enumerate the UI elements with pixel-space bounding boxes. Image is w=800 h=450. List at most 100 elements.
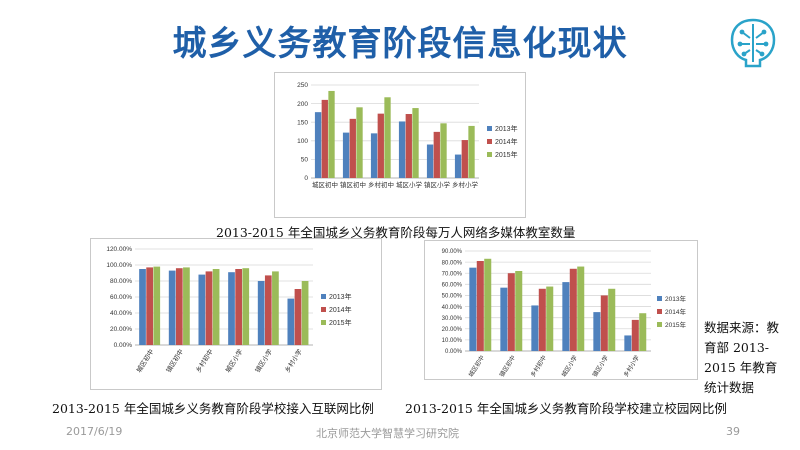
x-tick-label: 镇区初中 — [498, 354, 518, 379]
page-title: 城乡义务教育阶段信息化现状 — [172, 24, 628, 64]
bar — [593, 312, 601, 351]
bar — [569, 268, 577, 351]
y-tick-label: 60.00% — [442, 283, 463, 289]
y-tick-label: 50 — [301, 157, 309, 164]
legend-swatch — [321, 307, 326, 312]
bar — [342, 132, 350, 178]
bar — [500, 287, 508, 351]
bar — [412, 108, 419, 178]
bar — [257, 281, 265, 345]
x-tick-label: 镇区初中 — [164, 347, 185, 374]
y-tick-label: 20.00% — [442, 327, 463, 333]
bar — [600, 295, 608, 351]
x-tick-label: 乡村小学 — [622, 354, 642, 379]
legend-swatch — [487, 126, 492, 131]
chart-multimedia-classrooms: 0 50 100 150 200 250 城区初中 镇区初中 乡村初中 城区小学 镇区小学 乡村小学 2… — [274, 72, 526, 218]
legend-label: 2015年 — [495, 150, 518, 159]
bar — [515, 271, 523, 351]
y-tick-label: 50.00% — [442, 294, 463, 300]
y-tick-label: 40.00% — [110, 310, 132, 317]
y-tick-label: 250 — [297, 82, 308, 89]
bar — [168, 270, 176, 345]
y-tick-label: 30.00% — [442, 316, 463, 322]
x-tick-label: 城区初中 — [312, 180, 338, 189]
y-tick-label: 10.00% — [442, 338, 463, 344]
bar — [608, 288, 616, 351]
bar — [175, 268, 183, 345]
bar — [398, 121, 406, 178]
x-tick-label: 镇区小学 — [591, 354, 611, 379]
bar — [531, 305, 539, 351]
bar — [212, 269, 220, 345]
legend-label: 2014年 — [329, 305, 352, 314]
caption-left: 2013-2015 年全国城乡义务教育阶段学校接入互联网比例 — [52, 401, 374, 416]
caption-right: 2013-2015 年全国城乡义务教育阶段学校建立校园网比例 — [405, 401, 727, 416]
x-tick-label: 镇区小学 — [253, 347, 275, 374]
bar — [294, 289, 302, 345]
bar — [538, 288, 546, 351]
bar — [321, 99, 328, 178]
bar — [377, 113, 384, 178]
legend-swatch — [657, 322, 662, 327]
bar — [370, 133, 378, 178]
bar — [205, 271, 213, 345]
bar — [228, 272, 235, 345]
bar — [272, 271, 279, 345]
bar — [384, 97, 391, 178]
x-tick-label: 城区小学 — [560, 354, 580, 379]
bar — [349, 118, 356, 178]
bar — [562, 282, 570, 351]
bar — [631, 319, 639, 351]
x-tick-label: 乡村初中 — [193, 347, 214, 374]
data-source-note: 数据来源：教育部 2013-2015 年教育统计数据 — [704, 320, 780, 395]
legend-swatch — [487, 139, 492, 144]
y-tick-label: 100 — [297, 138, 308, 145]
y-tick-label: 80.00% — [110, 278, 132, 285]
bar — [577, 266, 585, 351]
x-tick-label: 城区初中 — [467, 354, 487, 379]
legend-swatch — [657, 296, 662, 301]
y-tick-label: 150 — [297, 119, 308, 126]
y-tick-label: 100.00% — [106, 262, 132, 269]
bar — [546, 286, 554, 351]
bar — [235, 269, 242, 345]
x-tick-label: 城区初中 — [134, 347, 155, 374]
x-tick-label: 乡村小学 — [452, 180, 479, 189]
legend-swatch — [487, 152, 492, 157]
bar — [183, 267, 190, 345]
x-tick-label: 乡村初中 — [368, 180, 394, 189]
y-tick-label: 70.00% — [442, 271, 463, 277]
bar — [146, 267, 153, 345]
bar — [287, 298, 295, 345]
legend-swatch — [321, 320, 326, 325]
y-tick-label: 0.00% — [445, 349, 463, 355]
bar — [301, 281, 309, 345]
y-tick-label: 0 — [304, 175, 308, 182]
legend-label: 2015年 — [665, 320, 686, 329]
legend-label: 2013年 — [495, 124, 518, 133]
brain-circuit-icon — [730, 18, 776, 68]
bar — [426, 144, 434, 178]
bar — [507, 273, 515, 351]
bar — [454, 154, 462, 178]
bar — [314, 112, 322, 178]
x-tick-label: 镇区小学 — [424, 180, 451, 189]
chart-campus-network: 0.00% 10.00% 20.00% 30.00% 40.00% 50.00% 60.00… — [424, 240, 698, 380]
legend-swatch — [657, 309, 662, 314]
y-tick-label: 90.00% — [442, 249, 463, 255]
legend-swatch — [321, 294, 326, 299]
footer-page-number: 39 — [726, 425, 740, 438]
y-tick-label: 0.00% — [114, 342, 133, 349]
bar — [468, 125, 475, 178]
bar — [139, 269, 146, 345]
bar — [440, 123, 447, 178]
x-tick-label: 镇区初中 — [340, 180, 366, 189]
legend-label: 2015年 — [329, 318, 352, 327]
y-tick-label: 80.00% — [442, 260, 463, 266]
bar — [624, 335, 632, 351]
bar — [469, 267, 477, 351]
bar — [433, 131, 440, 178]
y-tick-label: 20.00% — [110, 326, 132, 333]
bar — [476, 261, 484, 351]
legend-label: 2014年 — [495, 137, 518, 146]
